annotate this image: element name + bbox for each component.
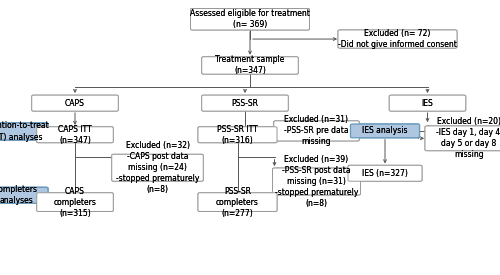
Text: PSS-SR ITT
(n=316): PSS-SR ITT (n=316) xyxy=(217,125,258,145)
FancyBboxPatch shape xyxy=(272,168,360,195)
Text: CAPS: CAPS xyxy=(65,99,85,108)
FancyBboxPatch shape xyxy=(350,124,420,138)
Text: CAPS ITT
(n=347): CAPS ITT (n=347) xyxy=(58,125,92,145)
FancyBboxPatch shape xyxy=(389,95,466,111)
Text: CAPS: CAPS xyxy=(65,99,85,108)
Text: Excluded (n=39)
-PSS-SR post data
missing (n=31)
-stopped prematurely
(n=8): Excluded (n=39) -PSS-SR post data missin… xyxy=(275,155,358,208)
Text: IES: IES xyxy=(422,99,434,108)
Text: Excluded (n=32)
-CAPS post data
missing (n=24)
-stopped prematurely
(n=8): Excluded (n=32) -CAPS post data missing … xyxy=(116,141,199,194)
FancyBboxPatch shape xyxy=(348,165,422,181)
FancyBboxPatch shape xyxy=(425,126,500,151)
FancyBboxPatch shape xyxy=(112,154,203,181)
Text: IES: IES xyxy=(422,99,434,108)
FancyBboxPatch shape xyxy=(350,124,420,138)
Text: Assessed eligible for treatment
(n= 369): Assessed eligible for treatment (n= 369) xyxy=(190,9,310,29)
FancyBboxPatch shape xyxy=(198,127,277,143)
Text: Treatment sample
(n=347): Treatment sample (n=347) xyxy=(216,55,284,76)
FancyBboxPatch shape xyxy=(0,187,48,203)
Text: Completers
analyses: Completers analyses xyxy=(0,185,38,205)
Text: IES (n=327): IES (n=327) xyxy=(362,169,408,178)
Text: CAPS
completers
(n=315): CAPS completers (n=315) xyxy=(54,186,96,218)
FancyBboxPatch shape xyxy=(202,95,288,111)
Text: Excluded (n=39)
-PSS-SR post data
missing (n=31)
-stopped prematurely
(n=8): Excluded (n=39) -PSS-SR post data missin… xyxy=(275,155,358,208)
Text: PSS-SR
completers
(n=277): PSS-SR completers (n=277) xyxy=(216,186,259,218)
Text: PSS-SR
completers
(n=277): PSS-SR completers (n=277) xyxy=(216,186,259,218)
FancyBboxPatch shape xyxy=(0,187,48,203)
Text: CAPS ITT
(n=347): CAPS ITT (n=347) xyxy=(58,125,92,145)
Text: Excluded (n= 72)
-Did not give informed consent: Excluded (n= 72) -Did not give informed … xyxy=(338,29,457,49)
FancyBboxPatch shape xyxy=(32,95,118,111)
FancyBboxPatch shape xyxy=(198,193,277,211)
Text: CAPS
completers
(n=315): CAPS completers (n=315) xyxy=(54,186,96,218)
Text: Completers
analyses: Completers analyses xyxy=(0,185,38,205)
Text: Treatment sample
(n=347): Treatment sample (n=347) xyxy=(216,55,284,76)
FancyBboxPatch shape xyxy=(272,168,360,195)
Text: PSS-SR ITT
(n=316): PSS-SR ITT (n=316) xyxy=(217,125,258,145)
FancyBboxPatch shape xyxy=(202,57,298,74)
FancyBboxPatch shape xyxy=(190,9,310,30)
FancyBboxPatch shape xyxy=(198,193,277,211)
FancyBboxPatch shape xyxy=(0,123,48,140)
FancyBboxPatch shape xyxy=(0,123,48,140)
FancyBboxPatch shape xyxy=(274,121,359,141)
Text: PSS-SR: PSS-SR xyxy=(232,99,258,108)
FancyBboxPatch shape xyxy=(37,193,113,211)
Text: Excluded (n=31)
-PSS-SR pre data
missing: Excluded (n=31) -PSS-SR pre data missing xyxy=(284,115,349,147)
Text: Excluded (n=20)
-IES day 1, day 4,
day 5 or day 8
missing: Excluded (n=20) -IES day 1, day 4, day 5… xyxy=(436,117,500,160)
FancyBboxPatch shape xyxy=(425,126,500,151)
FancyBboxPatch shape xyxy=(37,193,113,211)
FancyBboxPatch shape xyxy=(389,95,466,111)
FancyBboxPatch shape xyxy=(202,57,298,74)
FancyBboxPatch shape xyxy=(112,154,203,181)
FancyBboxPatch shape xyxy=(338,30,457,48)
Text: Intention-to-treat
(ITT) analyses: Intention-to-treat (ITT) analyses xyxy=(0,121,50,142)
FancyBboxPatch shape xyxy=(198,127,277,143)
Text: IES analysis: IES analysis xyxy=(362,126,408,135)
FancyBboxPatch shape xyxy=(202,95,288,111)
FancyBboxPatch shape xyxy=(348,165,422,181)
Text: Intention-to-treat
(ITT) analyses: Intention-to-treat (ITT) analyses xyxy=(0,121,50,142)
FancyBboxPatch shape xyxy=(190,9,310,30)
Text: IES (n=327): IES (n=327) xyxy=(362,169,408,178)
FancyBboxPatch shape xyxy=(338,30,457,48)
Text: IES analysis: IES analysis xyxy=(362,126,408,135)
Text: Assessed eligible for treatment
(n= 369): Assessed eligible for treatment (n= 369) xyxy=(190,9,310,29)
FancyBboxPatch shape xyxy=(37,127,113,143)
Text: Excluded (n=20)
-IES day 1, day 4,
day 5 or day 8
missing: Excluded (n=20) -IES day 1, day 4, day 5… xyxy=(436,117,500,160)
Text: Excluded (n= 72)
-Did not give informed consent: Excluded (n= 72) -Did not give informed … xyxy=(338,29,457,49)
Text: Excluded (n=32)
-CAPS post data
missing (n=24)
-stopped prematurely
(n=8): Excluded (n=32) -CAPS post data missing … xyxy=(116,141,199,194)
Text: PSS-SR: PSS-SR xyxy=(232,99,258,108)
Text: Excluded (n=31)
-PSS-SR pre data
missing: Excluded (n=31) -PSS-SR pre data missing xyxy=(284,115,349,147)
FancyBboxPatch shape xyxy=(37,127,113,143)
FancyBboxPatch shape xyxy=(274,121,359,141)
FancyBboxPatch shape xyxy=(32,95,118,111)
